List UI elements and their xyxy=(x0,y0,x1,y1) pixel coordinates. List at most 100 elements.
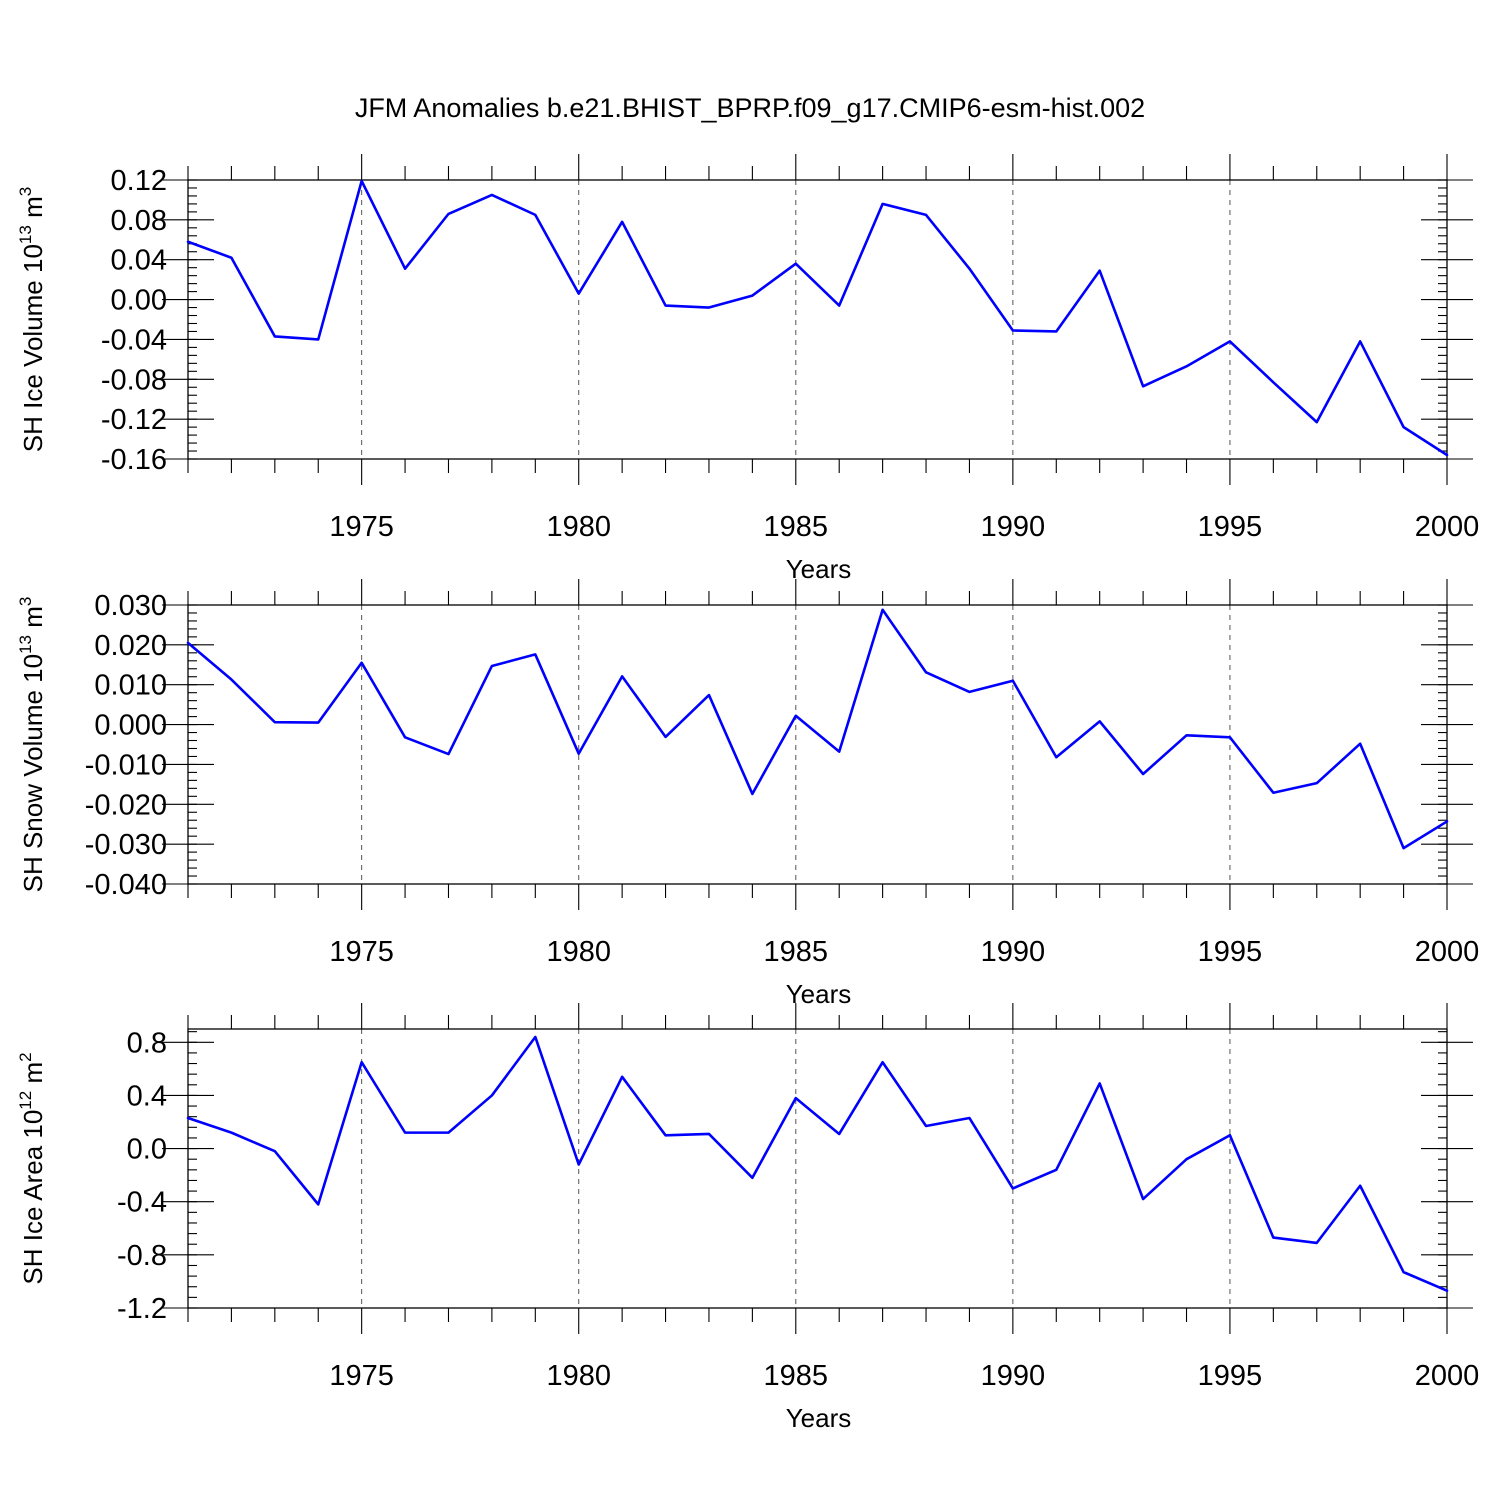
data-point-1983 xyxy=(707,693,711,697)
data-point-2000 xyxy=(1445,453,1449,457)
data-point-1977 xyxy=(446,752,450,756)
y-axis-label-superscript: 12 xyxy=(16,1091,35,1110)
ytick-label: -0.020 xyxy=(85,789,167,821)
data-point-1972 xyxy=(229,1131,233,1135)
data-point-1972 xyxy=(229,678,233,682)
data-point-1998 xyxy=(1358,1184,1362,1188)
xtick-label-2000: 2000 xyxy=(1415,936,1480,968)
data-point-1994 xyxy=(1185,1157,1189,1161)
xtick-label-1990: 1990 xyxy=(981,936,1046,968)
data-point-1985 xyxy=(794,262,798,266)
data-point-1989 xyxy=(967,267,971,271)
ytick-label: 0.04 xyxy=(111,245,167,277)
data-point-1985 xyxy=(794,714,798,718)
data-point-1994 xyxy=(1185,364,1189,368)
data-point-1971 xyxy=(186,240,190,244)
data-point-1989 xyxy=(967,690,971,694)
y-axis-label-part: m xyxy=(18,1062,48,1091)
data-point-1986 xyxy=(837,1132,841,1136)
data-point-1971 xyxy=(186,1116,190,1120)
figure-title: JFM Anomalies b.e21.BHIST_BPRP.f09_g17.C… xyxy=(355,93,1145,123)
data-point-1980 xyxy=(577,292,581,296)
ytick-label: -0.04 xyxy=(101,324,167,356)
data-point-1996 xyxy=(1271,380,1275,384)
data-point-1999 xyxy=(1402,1270,1406,1274)
data-point-1992 xyxy=(1098,269,1102,273)
y-axis-label-part: m xyxy=(18,196,48,225)
data-point-1974 xyxy=(316,1202,320,1206)
data-point-1980 xyxy=(577,1163,581,1167)
xtick-label-1995: 1995 xyxy=(1198,936,1263,968)
data-point-1991 xyxy=(1054,1168,1058,1172)
data-point-1975 xyxy=(360,661,364,665)
ytick-label: -0.16 xyxy=(101,444,167,476)
data-point-1972 xyxy=(229,256,233,260)
data-point-1981 xyxy=(620,220,624,224)
data-point-1977 xyxy=(446,212,450,216)
chart-panel-2: -0.040 -0.030 -0.020 -0.010 0.000 0.010 0.020 0… xyxy=(16,579,1479,1009)
data-point-1975 xyxy=(360,1060,364,1064)
data-point-1996 xyxy=(1271,1236,1275,1240)
ytick-label: -0.8 xyxy=(117,1240,167,1272)
data-point-1978 xyxy=(490,1093,494,1097)
data-point-1976 xyxy=(403,735,407,739)
data-point-1981 xyxy=(620,674,624,678)
data-point-1986 xyxy=(837,750,841,754)
data-point-1973 xyxy=(273,334,277,338)
data-point-1990 xyxy=(1011,328,1015,332)
y-axis-label: SH Ice Area 1012 m2 xyxy=(16,1052,48,1284)
ytick-label: 0.030 xyxy=(94,590,167,622)
ytick-label: -0.030 xyxy=(85,829,167,861)
ytick-label: 0.4 xyxy=(127,1080,167,1112)
data-point-1971 xyxy=(186,641,190,645)
data-point-1984 xyxy=(750,294,754,298)
y-axis-label-superscript: 3 xyxy=(16,597,35,606)
xtick-label-1975: 1975 xyxy=(329,1360,394,1392)
ytick-label: 0.12 xyxy=(111,165,167,197)
xtick-label-1980: 1980 xyxy=(546,1360,611,1392)
data-point-1998 xyxy=(1358,339,1362,343)
data-point-1987 xyxy=(881,608,885,612)
ytick-label: -0.040 xyxy=(85,869,167,901)
data-point-1984 xyxy=(750,1176,754,1180)
data-point-1996 xyxy=(1271,791,1275,795)
y-axis-label-part: m xyxy=(18,606,48,635)
data-point-1995 xyxy=(1228,339,1232,343)
data-point-1988 xyxy=(924,213,928,217)
x-axis-label: Years xyxy=(786,554,852,584)
data-point-2000 xyxy=(1445,1289,1449,1293)
xtick-label-1995: 1995 xyxy=(1198,1360,1263,1392)
data-point-1993 xyxy=(1141,772,1145,776)
plot-frame xyxy=(187,179,1448,460)
xtick-label-1985: 1985 xyxy=(764,936,829,968)
plot-frame xyxy=(187,604,1448,885)
ytick-label: -1.2 xyxy=(117,1293,167,1325)
data-point-1988 xyxy=(924,670,928,674)
data-point-1978 xyxy=(490,664,494,668)
data-point-1984 xyxy=(750,792,754,796)
y-axis-label-part: SH Ice Area 10 xyxy=(18,1110,48,1285)
y-axis-label-superscript: 3 xyxy=(16,187,35,196)
y-axis-label-part: SH Snow Volume 10 xyxy=(18,654,48,892)
data-point-1974 xyxy=(316,337,320,341)
data-point-1978 xyxy=(490,193,494,197)
data-point-1994 xyxy=(1185,733,1189,737)
ytick-label: 0.8 xyxy=(127,1027,167,1059)
data-point-1988 xyxy=(924,1124,928,1128)
data-point-1982 xyxy=(664,735,668,739)
data-point-1982 xyxy=(664,304,668,308)
data-point-2000 xyxy=(1445,819,1449,823)
data-point-1986 xyxy=(837,304,841,308)
data-point-1975 xyxy=(360,179,364,183)
data-point-1973 xyxy=(273,1149,277,1153)
data-point-1987 xyxy=(881,202,885,206)
data-point-1997 xyxy=(1315,420,1319,424)
y-axis-label-superscript: 13 xyxy=(16,225,35,244)
y-axis-label: SH Ice Volume 1013 m3 xyxy=(16,187,48,452)
data-point-1990 xyxy=(1011,1186,1015,1190)
data-point-1981 xyxy=(620,1075,624,1079)
panels: -0.16 -0.12 -0.08 -0.04 0.00 0.04 0.08 0.12 1975… xyxy=(16,154,1479,1433)
data-point-1991 xyxy=(1054,755,1058,759)
series-line xyxy=(186,608,1449,850)
